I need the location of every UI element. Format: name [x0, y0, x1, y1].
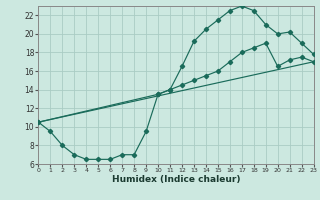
- X-axis label: Humidex (Indice chaleur): Humidex (Indice chaleur): [112, 175, 240, 184]
